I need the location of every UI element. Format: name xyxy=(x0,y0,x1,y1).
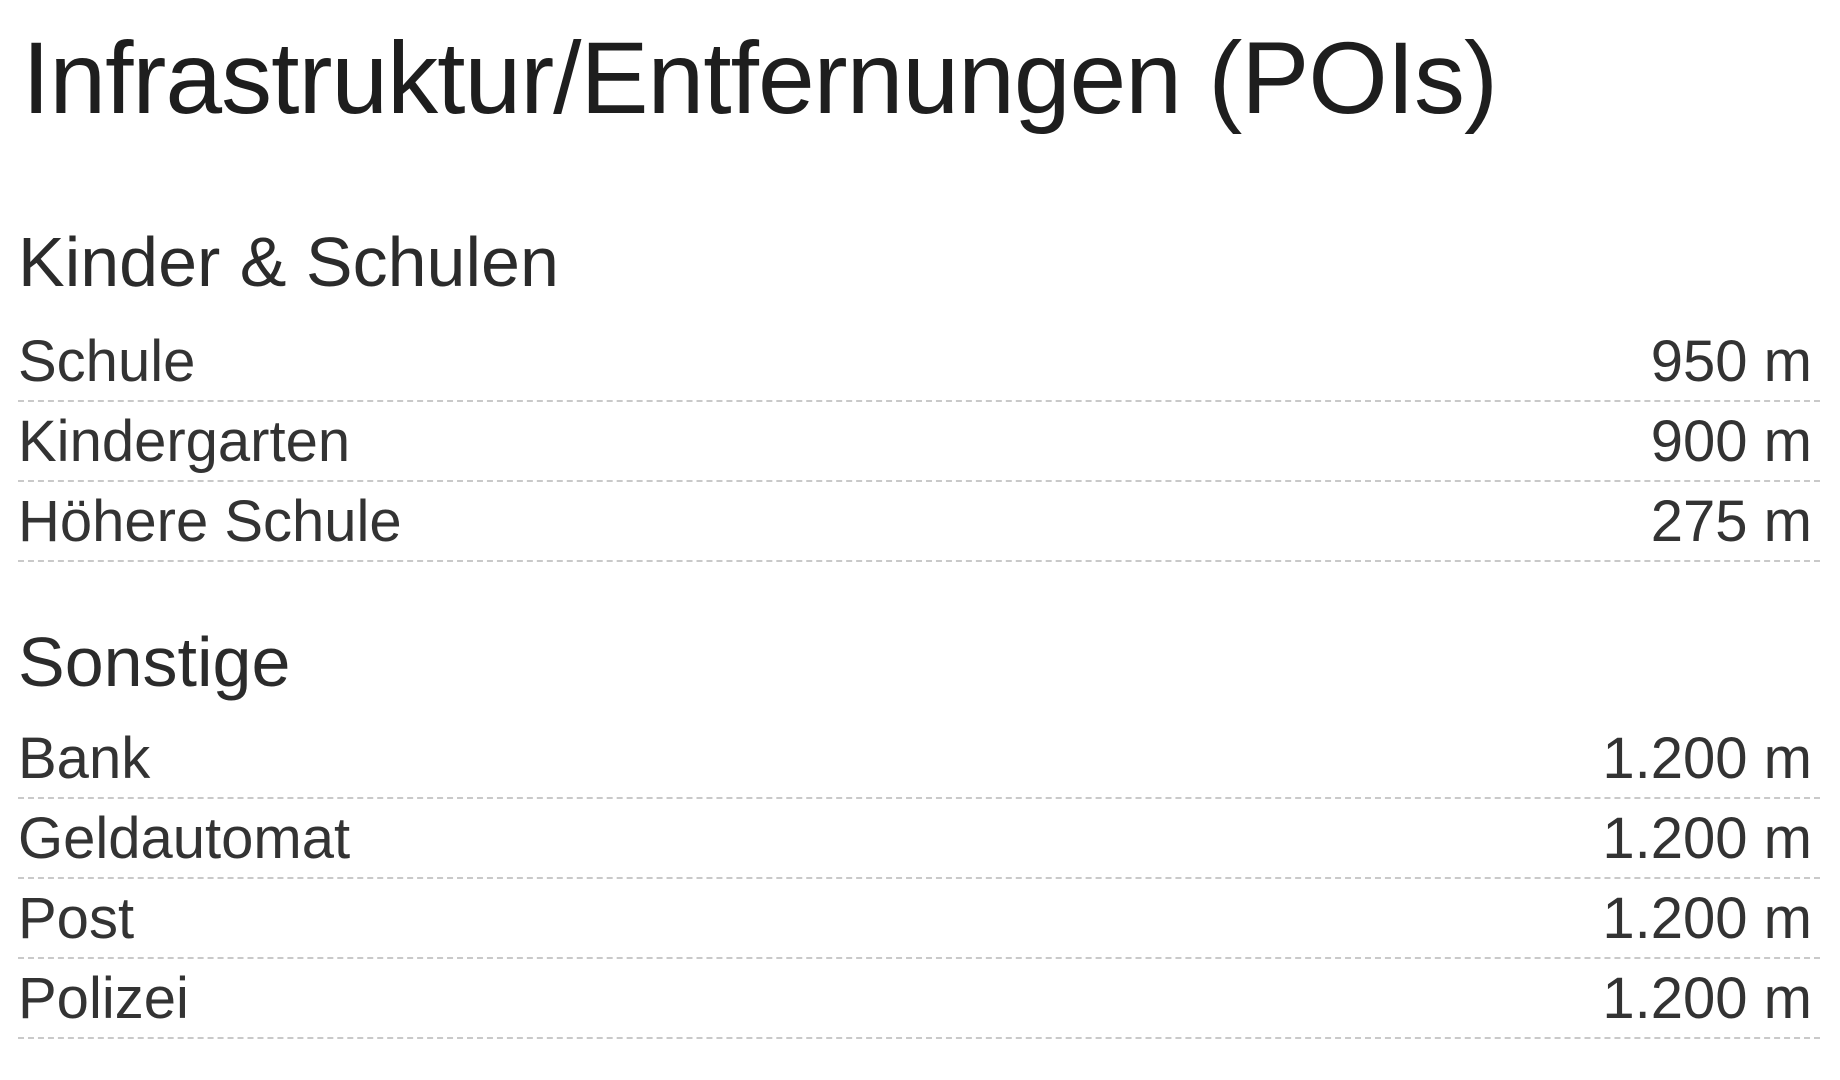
poi-label: Geldautomat xyxy=(18,805,351,871)
poi-distance: 900 m xyxy=(1650,408,1812,474)
page-title: Infrastruktur/Entfernungen (POIs) xyxy=(22,21,1498,135)
poi-label: Polizei xyxy=(18,965,189,1031)
list-item: Geldautomat 1.200 m xyxy=(18,799,1820,879)
poi-label: Post xyxy=(18,885,135,951)
poi-distance: 950 m xyxy=(1650,328,1812,394)
list-item: Kindergarten 900 m xyxy=(18,402,1820,482)
list-item: Bank 1.200 m xyxy=(18,719,1820,799)
list-item: Schule 950 m xyxy=(18,322,1820,402)
section-heading-sonstige: Sonstige xyxy=(18,623,291,701)
poi-list-sonstige: Bank 1.200 m Geldautomat 1.200 m Post 1.200… xyxy=(18,719,1820,1039)
list-item: Polizei 1.200 m xyxy=(18,959,1820,1039)
list-item: Post 1.200 m xyxy=(18,879,1820,959)
poi-list-kinder-schulen: Schule 950 m Kindergarten 900 m Höhere Sch… xyxy=(18,322,1820,562)
poi-distance: 1.200 m xyxy=(1602,885,1812,951)
poi-distance: 1.200 m xyxy=(1602,965,1812,1031)
poi-label: Kindergarten xyxy=(18,408,351,474)
poi-label: Bank xyxy=(18,725,151,791)
poi-distance: 1.200 m xyxy=(1602,805,1812,871)
poi-label: Höhere Schule xyxy=(18,488,402,554)
poi-label: Schule xyxy=(18,328,196,394)
poi-distance: 1.200 m xyxy=(1602,725,1812,791)
poi-distance: 275 m xyxy=(1650,488,1812,554)
list-item: Höhere Schule 275 m xyxy=(18,482,1820,562)
section-heading-kinder-schulen: Kinder & Schulen xyxy=(18,223,559,301)
